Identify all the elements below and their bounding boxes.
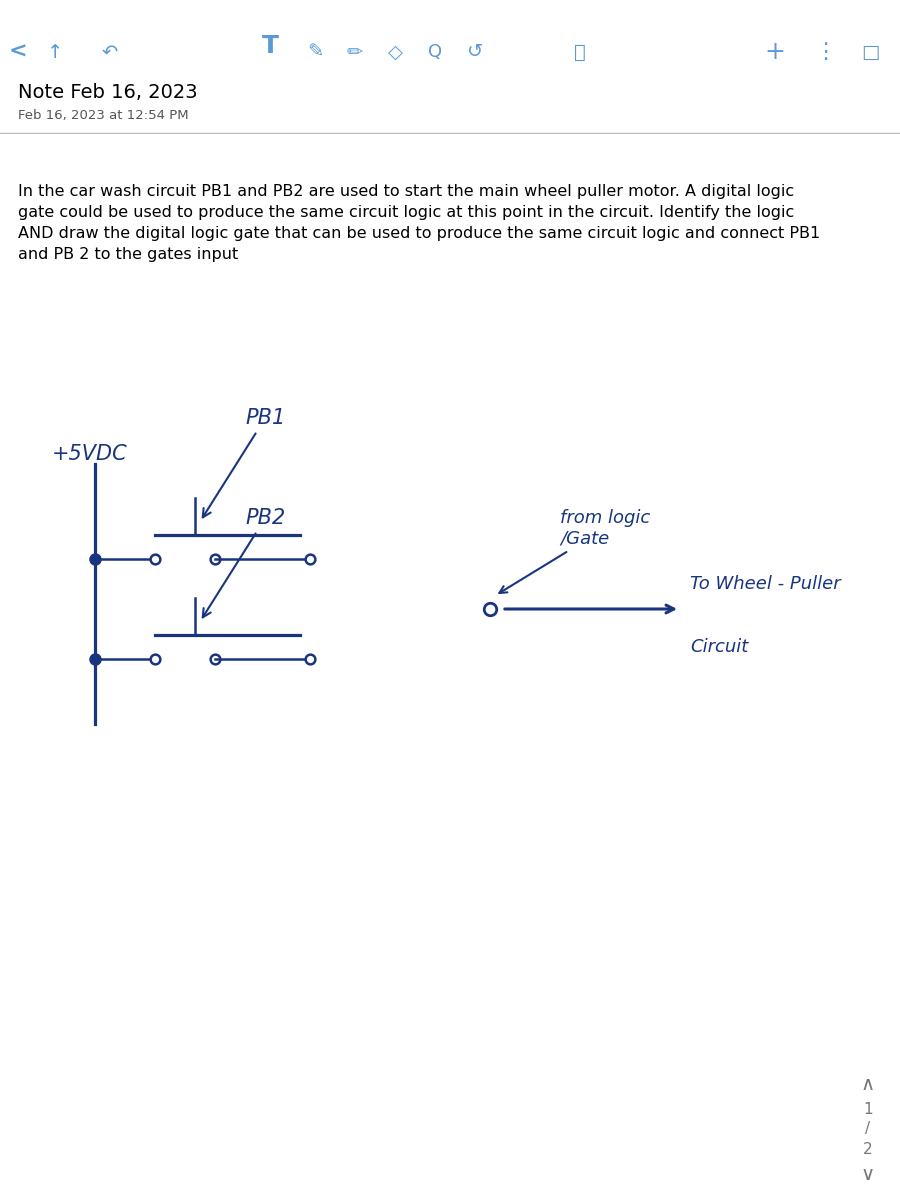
Text: <: < bbox=[9, 42, 27, 62]
Text: ✎: ✎ bbox=[307, 42, 323, 61]
Text: ⤉: ⤉ bbox=[574, 42, 586, 61]
Text: In the car wash circuit PB1 and PB2 are used to start the main wheel puller moto: In the car wash circuit PB1 and PB2 are … bbox=[18, 184, 820, 262]
Text: +5VDC: +5VDC bbox=[52, 444, 128, 464]
Text: +: + bbox=[765, 40, 786, 64]
Text: Note Feb 16, 2023: Note Feb 16, 2023 bbox=[18, 83, 198, 102]
Text: ✏: ✏ bbox=[346, 42, 364, 61]
Text: ↶: ↶ bbox=[102, 42, 118, 61]
Text: • 26% ▮: • 26% ▮ bbox=[820, 7, 867, 20]
Text: PB2: PB2 bbox=[202, 509, 285, 617]
Text: /: / bbox=[866, 1122, 870, 1136]
Text: 2: 2 bbox=[863, 1141, 873, 1157]
Text: ↑: ↑ bbox=[47, 42, 63, 61]
Text: ∨: ∨ bbox=[861, 1164, 875, 1183]
Text: PB1: PB1 bbox=[202, 408, 285, 517]
Text: ◇: ◇ bbox=[388, 42, 402, 61]
Text: ∧: ∧ bbox=[861, 1074, 875, 1093]
Text: To Wheel - Puller: To Wheel - Puller bbox=[690, 575, 841, 593]
Text: ⋮: ⋮ bbox=[814, 42, 836, 62]
Text: Feb 16, 2023 at 12:54 PM: Feb 16, 2023 at 12:54 PM bbox=[18, 109, 189, 122]
Text: □: □ bbox=[860, 42, 879, 61]
Text: Q: Q bbox=[428, 43, 442, 61]
Text: from logic
/Gate: from logic /Gate bbox=[500, 509, 650, 593]
Text: 1: 1 bbox=[863, 1102, 873, 1116]
Text: ↺: ↺ bbox=[467, 42, 483, 61]
Text: Circuit: Circuit bbox=[690, 637, 748, 655]
Text: T: T bbox=[262, 34, 278, 58]
Text: 1:06 PM   Thu Feb 16: 1:06 PM Thu Feb 16 bbox=[10, 7, 150, 20]
